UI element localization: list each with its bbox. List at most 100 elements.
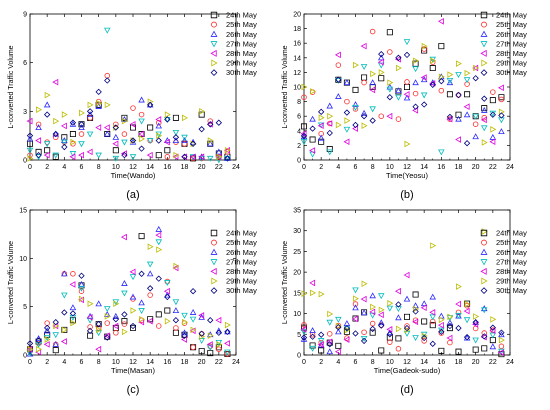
data-point (378, 75, 385, 82)
data-point (352, 287, 359, 294)
data-point (181, 332, 188, 339)
data-point (404, 79, 410, 85)
data-point (403, 271, 410, 279)
data-point (113, 330, 119, 336)
data-point (129, 293, 137, 300)
data-point (489, 332, 497, 339)
legend-marker (480, 267, 487, 275)
data-point (70, 138, 77, 146)
x-tick-label: 2 (45, 359, 49, 366)
x-tick-label: 10 (112, 359, 120, 366)
x-tick-label: 22 (215, 164, 223, 171)
data-point (353, 61, 359, 69)
data-point (189, 316, 197, 323)
data-point (138, 118, 145, 125)
data-point (36, 106, 43, 113)
data-point (52, 153, 59, 160)
data-point (103, 124, 110, 131)
data-point (378, 306, 385, 314)
y-axis-label: L-converted Traffic Volume (8, 45, 15, 128)
data-point (404, 140, 411, 148)
x-tick-label: 2 (319, 359, 323, 366)
data-point (173, 262, 180, 270)
data-point (412, 66, 419, 73)
data-point (335, 76, 342, 83)
x-tick-label: 18 (455, 164, 463, 171)
legend-label: 24th May (496, 229, 527, 238)
legend-label: 29th May (226, 277, 257, 286)
data-point (112, 312, 120, 319)
data-point (189, 140, 197, 147)
x-tick-label: 10 (386, 359, 394, 366)
panel-label: (c) (127, 384, 140, 396)
data-point (172, 129, 180, 136)
x-tick-label: 14 (146, 359, 154, 366)
data-point (369, 28, 376, 35)
series-4 (26, 27, 231, 164)
data-point (369, 292, 376, 299)
legend-marker (480, 49, 487, 57)
data-point (446, 91, 453, 98)
data-point (446, 319, 454, 326)
legend-marker (210, 49, 217, 57)
data-point (44, 324, 51, 332)
data-point (369, 329, 376, 336)
data-point (224, 146, 231, 154)
data-point (190, 344, 197, 351)
data-point (44, 147, 51, 154)
data-point (369, 86, 376, 94)
series-6 (301, 228, 505, 344)
data-point (481, 105, 488, 112)
data-point (395, 346, 402, 352)
data-point (215, 329, 222, 336)
data-point (352, 301, 359, 307)
data-point (112, 124, 119, 131)
data-point (164, 116, 171, 123)
series-2 (27, 271, 231, 357)
data-point (26, 135, 34, 142)
legend-marker (480, 287, 488, 294)
data-point (129, 154, 137, 161)
x-tick-label: 6 (80, 164, 84, 171)
data-point (455, 136, 461, 143)
series-5 (26, 78, 230, 161)
legend-label: 27th May (226, 257, 257, 266)
data-point (395, 335, 402, 342)
data-point (173, 151, 180, 159)
data-point (370, 303, 377, 311)
data-point (360, 335, 368, 342)
data-point (446, 334, 453, 342)
x-tick-label: 6 (354, 164, 358, 171)
data-point (310, 289, 317, 297)
data-point (138, 299, 145, 306)
data-point (69, 153, 76, 161)
data-point (317, 122, 324, 129)
data-point (438, 149, 445, 156)
data-point (198, 153, 205, 161)
data-point (343, 336, 350, 343)
x-tick-label: 4 (336, 164, 340, 171)
data-point (61, 143, 68, 151)
data-point (301, 83, 308, 91)
data-point (412, 103, 419, 110)
data-point (112, 299, 120, 306)
data-point (190, 155, 197, 162)
series-5 (300, 18, 504, 154)
data-point (130, 105, 136, 111)
data-point (318, 331, 325, 338)
legend-label: 28th May (226, 267, 257, 276)
y-tick-label: 10 (19, 256, 27, 263)
data-point (464, 69, 471, 77)
data-point (429, 314, 437, 321)
data-point (26, 147, 34, 154)
data-point (206, 341, 213, 348)
data-point (446, 77, 454, 84)
legend-label: 30th May (226, 286, 257, 295)
data-point (309, 147, 316, 154)
data-point (215, 339, 223, 346)
data-point (78, 124, 85, 131)
legend-marker (210, 69, 218, 76)
